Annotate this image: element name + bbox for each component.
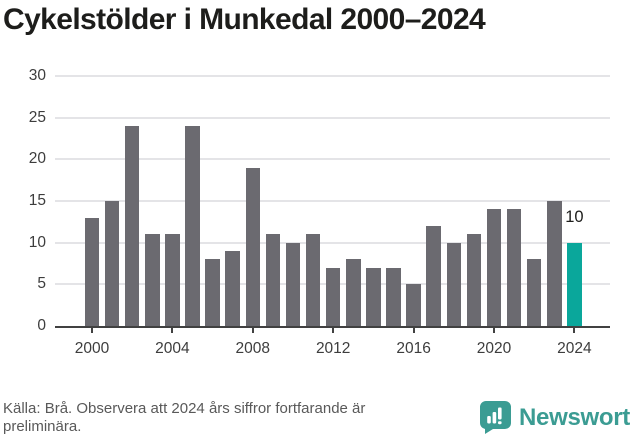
- bar-2008: [245, 167, 261, 326]
- y-axis-label: 0: [37, 317, 46, 334]
- y-axis-label: 5: [37, 275, 46, 293]
- bar-2018: [446, 242, 462, 326]
- bar-2012: [325, 267, 341, 326]
- chart-title: Cykelstölder i Munkedal 2000–2024: [3, 3, 486, 36]
- bar-2010: [285, 242, 301, 326]
- x-axis-label: 2012: [315, 340, 351, 357]
- bar-2019: [466, 234, 482, 326]
- x-axis-label: 2016: [396, 340, 431, 357]
- x-axis-line: [55, 326, 610, 328]
- gridline-y-25: [55, 116, 610, 119]
- bar-2020: [486, 209, 502, 326]
- bar-2007: [225, 251, 240, 326]
- bar-2000: [84, 217, 100, 326]
- y-axis-label: 10: [28, 233, 46, 251]
- newsworthy-logo-text: Newsworthy: [519, 403, 631, 431]
- bar-2011: [305, 234, 321, 326]
- bar-2023: [547, 201, 562, 326]
- x-axis-tick-2008: [251, 328, 254, 333]
- x-axis-label: 2000: [74, 340, 110, 357]
- bar-2002: [124, 126, 140, 326]
- bar-2001: [104, 201, 120, 326]
- x-axis-tick-2004: [171, 328, 174, 333]
- x-axis-label: 2020: [476, 340, 512, 357]
- gridline-y-30: [55, 75, 610, 77]
- y-axis-label: 15: [28, 192, 46, 209]
- newsworthy-logo: Newsworthy: [479, 400, 631, 434]
- x-axis-tick-2024: [573, 328, 576, 333]
- bar-2013: [346, 259, 361, 326]
- x-axis-label: 2008: [235, 340, 271, 357]
- bar-highlight-2024: [567, 242, 582, 326]
- bar-2015: [386, 267, 401, 326]
- x-axis-tick-2016: [412, 328, 415, 333]
- y-axis-label: 30: [28, 67, 46, 84]
- bar-2005: [185, 126, 200, 326]
- bar-2004: [165, 234, 180, 326]
- bar-2014: [366, 267, 381, 326]
- x-axis-label: 2004: [155, 340, 190, 357]
- newsworthy-bar-chart-bubble-icon: [479, 400, 512, 434]
- x-axis-tick-2020: [493, 328, 495, 333]
- y-axis-label: 20: [28, 150, 46, 168]
- bar-2017: [426, 226, 441, 326]
- bar-2016: [406, 284, 421, 326]
- gridline-y-15: [55, 200, 610, 202]
- source-note: Källa: Brå. Observera att 2024 års siffr…: [3, 400, 366, 435]
- x-axis-label: 2024: [557, 340, 592, 357]
- x-axis-tick-2000: [91, 328, 93, 333]
- bar-2003: [145, 234, 160, 326]
- gridline-y-20: [55, 158, 610, 161]
- bar-2009: [265, 234, 281, 326]
- y-axis-label: 25: [28, 108, 46, 126]
- bar-2022: [526, 259, 542, 326]
- bar-2006: [205, 259, 220, 326]
- bar-2021: [506, 209, 522, 326]
- gridline-y-10: [55, 241, 610, 244]
- x-axis-tick-2012: [332, 328, 335, 333]
- highlight-value-label: 10: [565, 208, 584, 226]
